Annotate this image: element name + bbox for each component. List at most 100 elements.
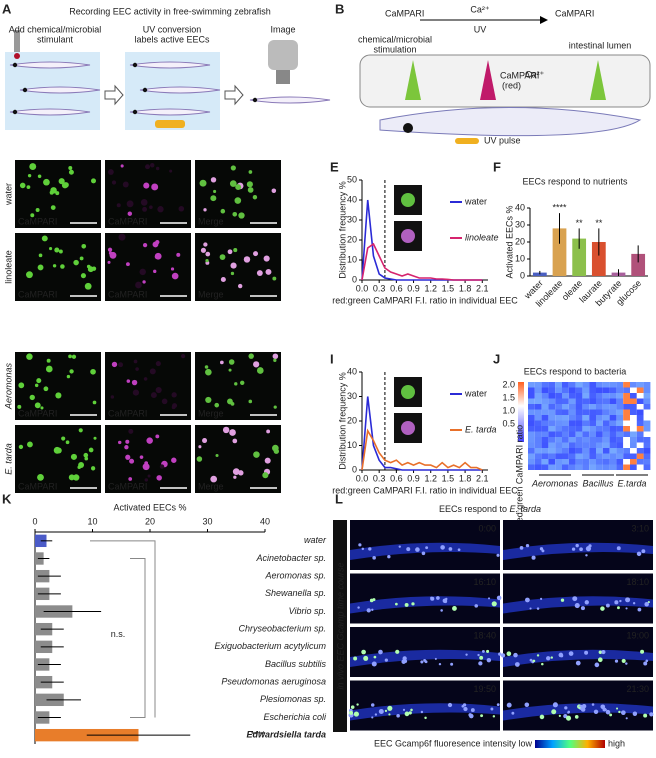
eec [572,596,578,602]
heatmap-cell [616,404,624,410]
eec [584,600,589,605]
heatmap-cell [568,431,576,437]
eec [551,709,557,715]
category-label: Pseudomonas aeruginosa [221,677,326,687]
heatmap-cell [616,382,624,388]
significance: **** [552,202,567,212]
cell [199,179,207,187]
eec [532,659,536,663]
panel-letter: B [335,1,344,16]
cell [142,463,150,471]
cell [238,470,244,476]
heatmap-cell [575,420,583,426]
heatmap-cell [568,382,576,388]
cell [43,386,49,392]
x-tick-label: 0.9 [407,283,420,293]
eec [575,660,581,666]
heatmap-scale [518,382,524,442]
eec [617,606,620,610]
heatmap-cell [643,398,651,404]
cell [77,465,81,470]
heatmap-cell [528,431,535,437]
heatmap-cell [630,398,637,404]
heatmap-cell [616,464,624,470]
channel-label: CaMPARI [18,289,57,299]
label: stimulant [37,34,74,44]
side-bar [333,520,347,732]
heatmap-cell [609,420,617,426]
heatmap-cell [568,448,576,454]
x-tick-label: 0.9 [407,473,420,483]
heatmap-cell [534,382,542,388]
cell [219,360,224,365]
cell [35,208,40,212]
eec [558,652,564,658]
heatmap-cell [609,442,617,448]
heatmap-cell [548,382,556,388]
heatmap-cell [548,398,556,404]
label: UV conversion [143,24,202,34]
panel-letter: E [330,159,339,174]
eec [371,608,374,611]
micrograph [195,352,281,420]
eec [442,598,448,604]
heatmap-cell [568,387,576,393]
heatmap-cell [528,442,535,448]
eec [395,602,398,606]
eec [598,650,603,654]
heatmap-cell [643,464,651,470]
heatmap-cell [636,387,644,393]
cell [198,445,202,449]
heatmap-cell [582,382,590,388]
row-label: E. tarda [3,443,13,475]
heatmap-cell [589,382,596,388]
heatmap-cell [636,382,644,388]
heatmap-cell [623,464,630,470]
cell [161,398,168,405]
y-tick-label: 50 [347,174,357,184]
heatmap-cell [602,387,610,393]
eec [513,652,518,658]
heatmap-cell [643,415,651,421]
eec [463,706,468,712]
heatmap-cell [555,442,562,448]
eec [645,659,649,663]
heatmap-cell [643,431,651,437]
cell [213,189,217,193]
cell [150,163,155,168]
y-tick-label: 0 [520,270,525,280]
cell [149,368,156,375]
eec [452,606,457,611]
eec [496,703,500,707]
cell [252,195,258,200]
eec [594,662,600,668]
cell [152,241,159,248]
eec [565,715,572,721]
heatmap-cell [630,448,637,454]
y-tick-label: 40 [515,202,525,212]
cell [140,199,148,206]
cell [232,438,238,444]
cell [34,402,41,409]
heatmap-cell [589,448,596,454]
heatmap-cell [602,426,610,432]
heatmap-cell [616,393,624,399]
heatmap-cell [568,409,576,415]
panel-title: Recording EEC activity in free-swimming … [69,6,271,16]
heatmap-cell [623,437,630,443]
heatmap-cell [602,420,610,426]
heatmap-cell [596,442,603,448]
heatmap-cell [589,404,596,410]
cell [129,458,135,464]
category-label: Edwardsiella tarda [246,730,326,740]
heatmap-cell [602,442,610,448]
x-tick-label: 1.2 [424,473,437,483]
eec [396,713,400,718]
significance: ** [576,218,584,228]
channel-label: Merge [198,289,224,299]
category-label: Exiguobacterium acytylicum [214,641,326,651]
scale-tick: 1.0 [502,405,515,415]
row-label: water [3,183,13,206]
cell [79,256,84,261]
eec [486,649,490,653]
